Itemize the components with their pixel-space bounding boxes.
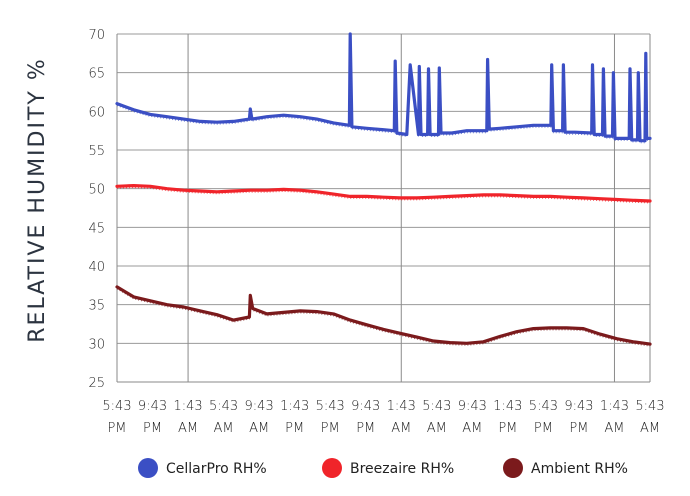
x-tick-label-ampm: AM [604,421,624,436]
x-tick-label-ampm: PM [321,421,340,436]
x-tick-label-ampm: AM [214,421,234,436]
y-tick-label: 65 [88,67,105,82]
x-tick-label-time: 5:43 [529,399,558,414]
x-tick-label-ampm: AM [427,421,447,436]
x-tick-label-time: 1:43 [600,399,629,414]
series-line-0 [115,32,652,143]
legend: CellarPro RH% Breezaire RH% Ambient RH% [138,458,628,478]
y-tick-label: 45 [88,221,105,236]
y-axis-label: RELATIVE HUMIDITY % [25,57,50,342]
x-tick-label-time: 9:43 [458,399,487,414]
y-tick-label: 55 [88,144,105,159]
x-tick-label-ampm: AM [249,421,269,436]
x-tick-label-ampm: AM [462,421,482,436]
x-tick-label-ampm: AM [391,421,411,436]
series-layer [115,32,652,347]
series-line-2 [115,285,652,346]
series-line-texture-0 [116,35,650,144]
y-tick-label: 25 [88,376,105,391]
legend-label-2: Ambient RH% [531,461,628,477]
x-tick-label-time: 9:43 [245,399,274,414]
legend-label-1: Breezaire RH% [350,461,454,477]
y-tick-label: 40 [88,260,105,275]
x-tick-label-time: 5:43 [316,399,345,414]
x-tick-label-time: 5:43 [422,399,451,414]
x-tick-label-time: 5:43 [209,399,238,414]
legend-label-0: CellarPro RH% [166,461,267,477]
x-tick-label-ampm: PM [569,421,588,436]
y-tick-label: 30 [88,337,105,352]
x-tick-label-time: 9:43 [138,399,167,414]
grid-layer [116,33,651,383]
x-tick-label-time: 9:43 [351,399,380,414]
x-tick-label-time: 1:43 [493,399,522,414]
x-tick-label-ampm: PM [143,421,162,436]
x-tick-label-time: 9:43 [564,399,593,414]
series-line-texture-2 [116,288,651,347]
legend-marker-0 [138,458,158,478]
x-tick-label-ampm: PM [107,421,126,436]
x-tick-label-time: 1:43 [280,399,309,414]
legend-marker-2 [503,458,523,478]
x-tick-label-ampm: PM [285,421,304,436]
x-tick-label-time: 5:43 [635,399,664,414]
y-tick-label: 60 [88,105,105,120]
axis-layer: 25 30 35 40 45 50 55 60 65 70 5:43 PM 9:43 PM 1:43 AM 5:… [88,28,664,436]
x-tick-label-time: 5:43 [102,399,131,414]
series-line-1 [115,184,652,203]
x-tick-label-ampm: AM [178,421,198,436]
y-tick-label: 70 [88,28,105,43]
y-tick-label: 50 [88,183,105,198]
x-tick-label-ampm: PM [534,421,553,436]
x-tick-label-ampm: PM [356,421,375,436]
legend-marker-1 [322,458,342,478]
x-tick-label-time: 1:43 [173,399,202,414]
x-tick-label-time: 1:43 [387,399,416,414]
x-tick-label-ampm: AM [640,421,660,436]
x-tick-label-ampm: PM [498,421,517,436]
y-tick-label: 35 [88,299,105,314]
series-line-texture-1 [116,187,651,204]
